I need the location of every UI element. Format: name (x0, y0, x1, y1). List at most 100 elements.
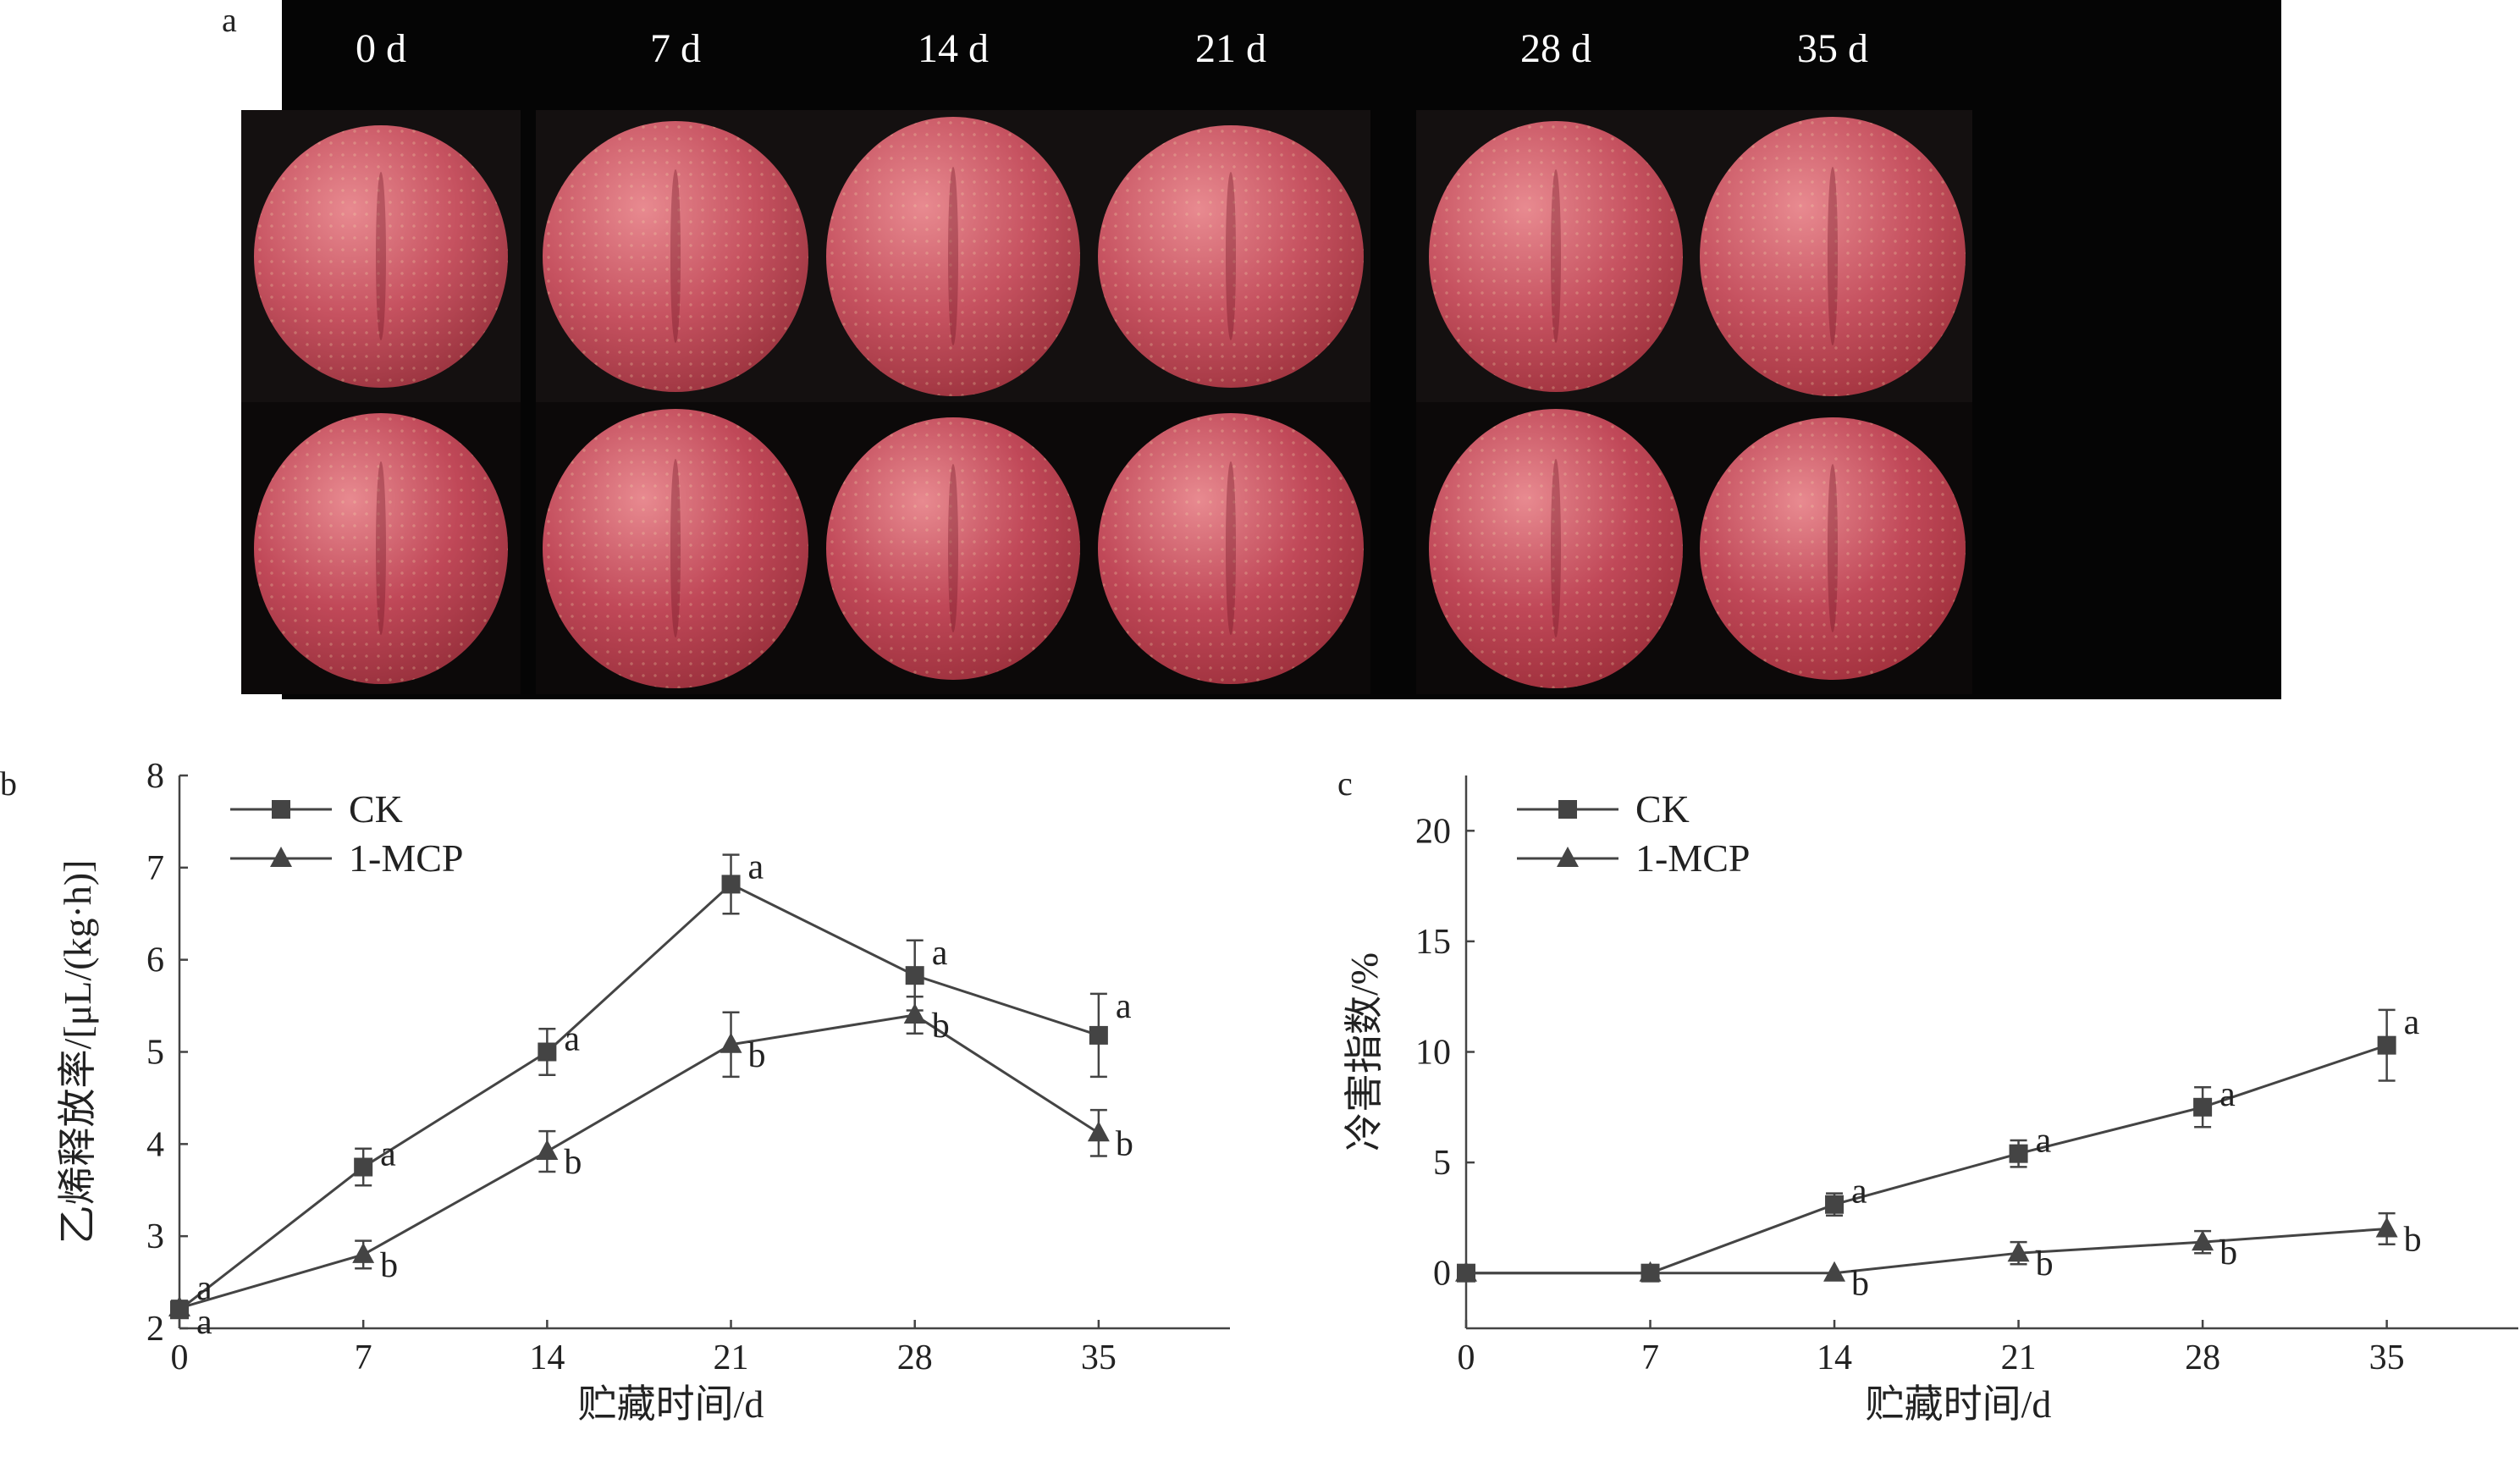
fruit (254, 412, 508, 684)
fruit (543, 408, 808, 688)
data-point (168, 1296, 190, 1317)
data-point (1089, 1025, 1108, 1045)
fruit (1700, 116, 1966, 396)
chart-c-chilling-injury: 0 7 14 21 28 35 0 5 10 15 20 贮藏时间/d 冷害指数/% a a a a b b b b CK… (1343, 775, 2518, 1426)
data-point (1087, 1121, 1110, 1142)
y-tick-label: 0 (1433, 1255, 1451, 1294)
y-tick-label: 15 (1415, 923, 1451, 962)
significance-label: b (2219, 1233, 2237, 1272)
fruit (1098, 412, 1364, 684)
fruit (826, 417, 1080, 680)
x-tick-label: 0 (171, 1338, 189, 1377)
fruit-photo-cell (1416, 110, 1696, 402)
y-tick-label: 3 (146, 1217, 164, 1256)
data-point (536, 1140, 559, 1161)
legend-label: CK (1635, 787, 1690, 831)
x-tick-label: 7 (355, 1338, 372, 1377)
y-tick-label: 5 (1433, 1144, 1451, 1183)
panel-c-letter: c (1337, 764, 1353, 803)
series-line (1466, 1227, 2387, 1275)
x-tick-label: 35 (2369, 1338, 2405, 1377)
significance-label: b (564, 1143, 582, 1182)
data-point (721, 875, 741, 894)
y-tick-label: 20 (1415, 812, 1451, 851)
significance-label: b (2036, 1245, 2054, 1283)
series-line (179, 1013, 1100, 1310)
data-point (720, 1032, 742, 1053)
y-tick-label: 2 (146, 1310, 164, 1349)
fruit-photo-cell (1091, 110, 1370, 402)
data-point (2009, 1144, 2028, 1163)
x-tick-label: 7 (1641, 1338, 1659, 1377)
x-tick-label: 28 (897, 1338, 933, 1377)
legend-label: CK (349, 787, 403, 831)
fruit (826, 116, 1080, 396)
fruit (543, 120, 808, 392)
x-tick-label: 28 (2185, 1338, 2220, 1377)
y-tick-label: 10 (1415, 1034, 1451, 1073)
data-point (2375, 1217, 2398, 1238)
legend-marker (1558, 800, 1577, 819)
fruit (1700, 417, 1966, 680)
data-point (354, 1157, 373, 1177)
data-point (905, 966, 924, 985)
chart-b-ethylene: 0 7 14 21 28 35 2 3 4 5 6 7 8 贮藏时间/d 乙烯释放率/[μL/(kg·h)]… (56, 762, 1230, 1426)
fruit-photo-cell (813, 110, 1093, 402)
fruit (254, 124, 508, 388)
data-point (2193, 1097, 2213, 1117)
data-point (2377, 1035, 2396, 1055)
fruit-photo-cell (536, 110, 815, 402)
x-tick-label: 14 (529, 1338, 565, 1377)
significance-label: a (2219, 1075, 2236, 1114)
fruit-photo-cell (241, 110, 521, 402)
data-point (2007, 1241, 2030, 1262)
x-tick-label: 0 (1458, 1338, 1475, 1377)
significance-label: b (1116, 1124, 1133, 1163)
significance-label: b (932, 1007, 950, 1046)
fruit-photo-cell (1693, 402, 1972, 694)
y-axis-label: 乙烯释放率/[μL/(kg·h)] (56, 860, 99, 1245)
x-axis-label: 贮藏时间/d (1866, 1382, 2052, 1426)
panel-a-letter: a (222, 1, 237, 39)
significance-label: b (380, 1246, 398, 1285)
day-label: 0 d (356, 26, 406, 71)
day-label: 7 d (650, 26, 701, 71)
data-point (1639, 1261, 1662, 1282)
data-point (1455, 1261, 1477, 1282)
significance-label: a (380, 1135, 396, 1174)
legend-label: 1-MCP (1635, 836, 1750, 880)
significance-label: b (1851, 1265, 1869, 1304)
fruit-photo-cell (536, 402, 815, 694)
significance-label: a (2036, 1122, 2052, 1161)
data-point (903, 1002, 926, 1024)
fruit (1429, 120, 1683, 392)
fruit-photo-cell (241, 402, 521, 694)
legend-marker (270, 847, 292, 867)
data-point (538, 1042, 557, 1062)
fruit-photo-cell (1091, 402, 1370, 694)
fruit-photo-cell (1416, 402, 1696, 694)
fruit-photo-panel: 0 d7 d14 d21 d28 d35 dCK1-MCP (241, 0, 2281, 699)
significance-label: a (1116, 987, 1132, 1026)
data-point (352, 1242, 375, 1263)
panel-b-letter: b (0, 764, 17, 803)
x-axis-label: 贮藏时间/d (578, 1382, 764, 1426)
y-tick-label: 8 (146, 762, 164, 796)
legend-label: 1-MCP (349, 836, 463, 880)
fruit (1429, 408, 1683, 688)
data-point (1823, 1261, 1846, 1282)
significance-label: a (196, 1303, 212, 1342)
significance-label: b (748, 1036, 766, 1075)
data-point (2192, 1230, 2214, 1251)
significance-label: a (748, 848, 764, 887)
x-tick-label: 21 (714, 1338, 749, 1377)
significance-label: a (932, 934, 948, 973)
legend-marker (1557, 847, 1579, 867)
day-label: 14 d (918, 26, 989, 71)
significance-label: a (564, 1020, 580, 1059)
y-axis-label: 冷害指数/% (1343, 952, 1386, 1151)
significance-label: a (1851, 1173, 1867, 1211)
fruit-photo-cell (1693, 110, 1972, 402)
significance-label: a (2404, 1003, 2420, 1042)
y-tick-label: 4 (146, 1125, 164, 1164)
